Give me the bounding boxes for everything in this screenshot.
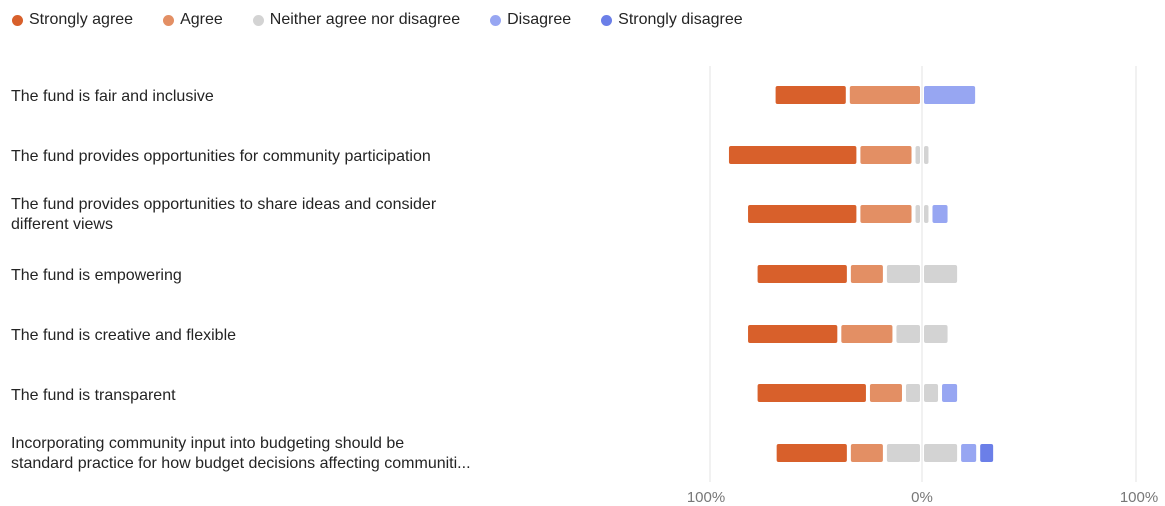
bar-segment [850, 265, 883, 283]
bar-segment [915, 146, 920, 164]
category-label: The fund provides opportunities for comm… [11, 147, 531, 167]
bar-segment [915, 205, 920, 223]
legend-label: Strongly agree [29, 11, 134, 28]
category-label: The fund is empowering [11, 266, 531, 286]
legend-swatch [490, 14, 502, 26]
bar-segment [924, 205, 929, 223]
bar-segment [850, 444, 883, 462]
category-label-line: The fund provides opportunities to share… [11, 196, 437, 213]
chart-legend: Strongly agree Agree Neither agree nor d… [12, 8, 743, 32]
legend-item-strongly-agree[interactable]: Strongly agree [12, 11, 133, 29]
bar-segment [886, 265, 920, 283]
bar-segment [924, 86, 976, 104]
bar-segment [924, 265, 958, 283]
category-label-line: The fund is empowering [11, 267, 182, 284]
bar-segment [980, 444, 994, 462]
category-label: The fund is fair and inclusive [11, 87, 531, 107]
bar-segment [924, 146, 929, 164]
category-label-line: The fund is fair and inclusive [11, 88, 214, 105]
bar-segment [961, 444, 977, 462]
legend-label: Neither agree nor disagree [269, 11, 461, 28]
category-label-line: The fund provides opportunities for comm… [11, 148, 431, 165]
legend-label: Disagree [507, 11, 572, 28]
category-label: The fund is creative and flexible [11, 326, 531, 346]
bar-segment [942, 384, 958, 402]
legend-swatch [163, 14, 175, 26]
bar-segment [869, 384, 902, 402]
category-label-line: The fund is creative and flexible [11, 327, 237, 344]
x-tick-label: 100% [1120, 489, 1158, 506]
bar-segment [849, 86, 920, 104]
x-tick-label: 0% [911, 489, 933, 506]
category-label-line: Incorporating community input into budge… [11, 435, 405, 452]
legend-item-disagree[interactable]: Disagree [490, 11, 571, 29]
x-tick-label: 100% [687, 489, 725, 506]
bar-segment [860, 146, 912, 164]
legend-swatch [12, 14, 23, 26]
bar-segment [775, 86, 846, 104]
legend-swatch [252, 14, 264, 26]
bar-segment [776, 444, 847, 462]
bar-segment [757, 384, 866, 402]
legend-item-agree[interactable]: Agree [163, 11, 223, 29]
bar-segment [905, 384, 920, 402]
category-label-line: The fund is transparent [11, 387, 176, 404]
bar-segment [932, 205, 948, 223]
bar-segment [924, 384, 939, 402]
bar-segment [748, 325, 838, 343]
category-label: Incorporating community input into budge… [11, 434, 531, 474]
legend-item-neither[interactable]: Neither agree nor disagree [252, 11, 461, 29]
legend-label: Agree [180, 11, 223, 28]
bar-segment [886, 444, 920, 462]
bar-segment [757, 265, 847, 283]
bar-segment [924, 444, 958, 462]
category-label: The fund is transparent [11, 386, 531, 406]
bar-segment [860, 205, 912, 223]
bar-segment [896, 325, 920, 343]
legend-item-strongly-disagree[interactable]: Strongly disagree [601, 11, 743, 29]
bar-segment [728, 146, 857, 164]
bar-segment [841, 325, 893, 343]
legend-label: Strongly disagree [618, 11, 743, 28]
bar-segment [924, 325, 948, 343]
legend-swatch [601, 14, 613, 26]
category-label: The fund provides opportunities to share… [11, 195, 531, 235]
bar-segment [748, 205, 857, 223]
